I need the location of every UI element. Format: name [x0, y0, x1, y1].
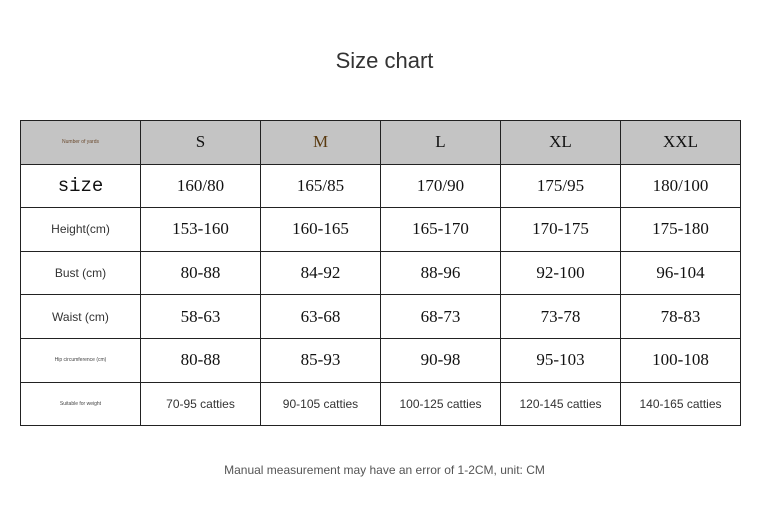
header-row: Number of yards S M L XL XXL: [20, 120, 741, 165]
table-cell: 160-165: [260, 207, 381, 252]
table-cell: 100-108: [620, 337, 741, 383]
table-row: size 160/80 165/85 170/90 175/95 180/100: [20, 163, 741, 209]
row-label: Waist (cm): [20, 294, 141, 339]
row-label: size: [20, 163, 141, 209]
size-header: M: [260, 120, 381, 165]
size-header: L: [380, 120, 501, 165]
table-cell: 68-73: [380, 294, 501, 339]
table-cell: 170/90: [380, 163, 501, 209]
table-cell: 175/95: [500, 163, 621, 209]
table-cell: 175-180: [620, 207, 741, 252]
table-cell: 160/80: [140, 163, 261, 209]
table-cell: 180/100: [620, 163, 741, 209]
row-label: Hip circumference (cm): [20, 337, 141, 383]
table-cell: 88-96: [380, 250, 501, 296]
page-title: Size chart: [335, 48, 434, 73]
table-cell: 78-83: [620, 294, 741, 339]
table-cell: 80-88: [140, 250, 261, 296]
table-cell: 63-68: [260, 294, 381, 339]
table-row: Hip circumference (cm) 80-88 85-93 90-98 95-…: [20, 337, 741, 383]
table-cell: 90-98: [380, 337, 501, 383]
table-cell: 165/85: [260, 163, 381, 209]
measurement-note: Manual measurement may have an error of …: [224, 463, 545, 477]
table-cell: 70-95 catties: [140, 381, 261, 427]
table-cell: 96-104: [620, 250, 741, 296]
table-cell: 80-88: [140, 337, 261, 383]
table-cell: 90-105 catties: [260, 381, 381, 427]
table-cell: 170-175: [500, 207, 621, 252]
row-label: Bust (cm): [20, 250, 141, 296]
size-header: XL: [500, 120, 621, 165]
table-row: Height(cm) 153-160 160-165 165-170 170-175 17…: [20, 207, 741, 252]
table-cell: 73-78: [500, 294, 621, 339]
table-cell: 85-93: [260, 337, 381, 383]
table-cell: 100-125 catties: [380, 381, 501, 427]
table-cell: 165-170: [380, 207, 501, 252]
table-row: Suitable for weight 70-95 catties 90-105 c…: [20, 381, 741, 427]
table-cell: 153-160: [140, 207, 261, 252]
table-cell: 95-103: [500, 337, 621, 383]
header-label: Number of yards: [20, 120, 141, 165]
table-cell: 92-100: [500, 250, 621, 296]
table-row: Bust (cm) 80-88 84-92 88-96 92-100 96-104: [20, 250, 741, 296]
table-cell: 120-145 catties: [500, 381, 621, 427]
size-header: S: [140, 120, 261, 165]
size-chart-table: Number of yards S M L XL XXL size 160/80 1…: [20, 120, 741, 427]
table-row: Waist (cm) 58-63 63-68 68-73 73-78 78-83: [20, 294, 741, 339]
size-header: XXL: [620, 120, 741, 165]
table-cell: 140-165 catties: [620, 381, 741, 427]
row-label: Height(cm): [20, 207, 141, 252]
table-cell: 84-92: [260, 250, 381, 296]
row-label: Suitable for weight: [20, 381, 141, 427]
table-cell: 58-63: [140, 294, 261, 339]
